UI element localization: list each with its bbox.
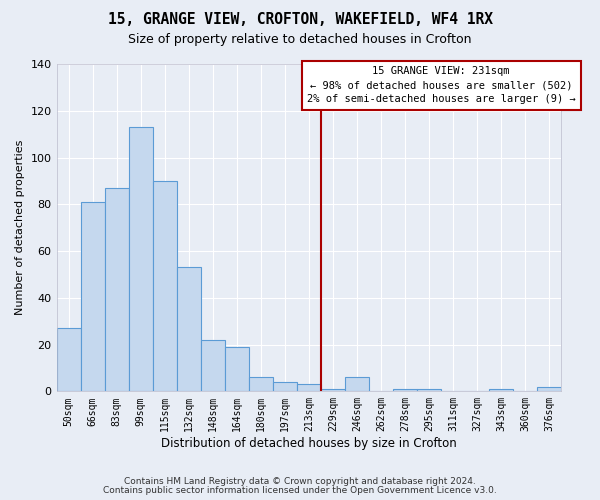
Text: 15, GRANGE VIEW, CROFTON, WAKEFIELD, WF4 1RX: 15, GRANGE VIEW, CROFTON, WAKEFIELD, WF4… xyxy=(107,12,493,28)
Text: Size of property relative to detached houses in Crofton: Size of property relative to detached ho… xyxy=(128,32,472,46)
Bar xyxy=(56,328,80,392)
Bar xyxy=(152,181,177,392)
Bar xyxy=(489,389,513,392)
Text: Contains public sector information licensed under the Open Government Licence v3: Contains public sector information licen… xyxy=(103,486,497,495)
Bar xyxy=(538,386,562,392)
Bar xyxy=(177,268,201,392)
Bar xyxy=(249,378,273,392)
Text: Contains HM Land Registry data © Crown copyright and database right 2024.: Contains HM Land Registry data © Crown c… xyxy=(124,477,476,486)
Y-axis label: Number of detached properties: Number of detached properties xyxy=(15,140,25,316)
Text: 15 GRANGE VIEW: 231sqm
← 98% of detached houses are smaller (502)
2% of semi-det: 15 GRANGE VIEW: 231sqm ← 98% of detached… xyxy=(307,66,575,104)
Bar xyxy=(297,384,321,392)
Bar xyxy=(128,127,152,392)
Bar xyxy=(417,389,441,392)
Bar xyxy=(345,378,369,392)
Bar xyxy=(80,202,104,392)
Bar xyxy=(321,389,345,392)
Bar xyxy=(273,382,297,392)
Bar xyxy=(104,188,128,392)
Bar xyxy=(225,347,249,392)
Bar xyxy=(201,340,225,392)
X-axis label: Distribution of detached houses by size in Crofton: Distribution of detached houses by size … xyxy=(161,437,457,450)
Bar xyxy=(393,389,417,392)
